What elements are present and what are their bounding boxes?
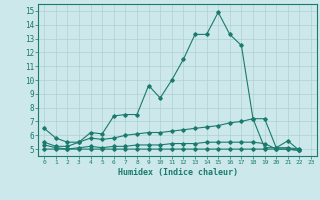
- X-axis label: Humidex (Indice chaleur): Humidex (Indice chaleur): [118, 168, 238, 177]
